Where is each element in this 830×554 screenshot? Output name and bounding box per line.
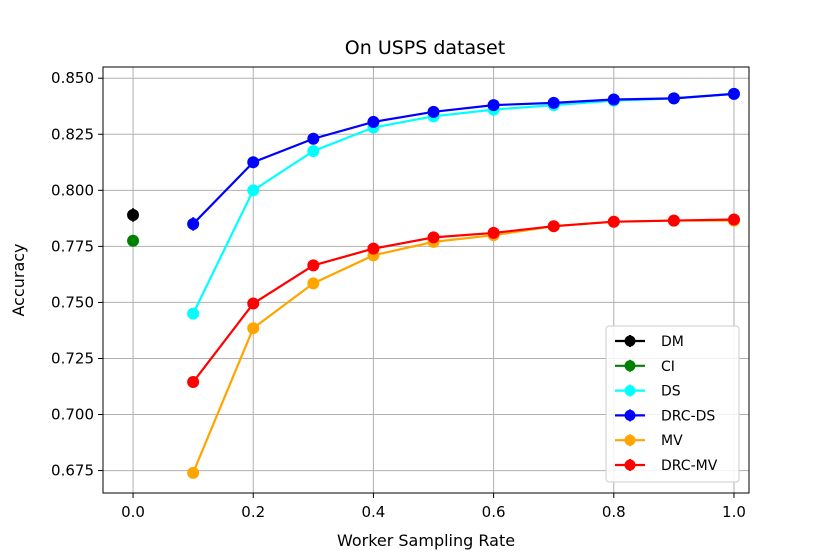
legend-marker bbox=[624, 385, 636, 397]
y-axis-label: Accuracy bbox=[9, 243, 28, 316]
y-tick-label: 0.850 bbox=[51, 69, 94, 87]
legend-label: DRC-DS bbox=[661, 408, 715, 424]
chart-title: On USPS dataset bbox=[345, 37, 505, 59]
y-tick-label: 0.675 bbox=[51, 462, 94, 480]
data-point bbox=[247, 184, 260, 197]
data-point bbox=[727, 87, 740, 100]
y-tick-label: 0.825 bbox=[51, 125, 94, 143]
x-tick-label: 0.6 bbox=[482, 503, 506, 521]
series-layer bbox=[127, 87, 740, 479]
data-point bbox=[307, 132, 320, 145]
series-drc-mv bbox=[187, 213, 740, 389]
legend-label: DM bbox=[661, 334, 684, 350]
data-point bbox=[487, 226, 500, 239]
data-point bbox=[547, 220, 560, 233]
series-line bbox=[192, 218, 734, 383]
legend-marker bbox=[624, 434, 636, 446]
data-point bbox=[247, 322, 260, 335]
y-tick-label: 0.800 bbox=[51, 181, 94, 199]
legend-entry: CI bbox=[615, 359, 675, 375]
legend-label: DS bbox=[661, 384, 681, 400]
data-point bbox=[607, 215, 620, 228]
legend-marker bbox=[624, 360, 636, 372]
legend: DM CI DS DRC-DS MV DRC-MV bbox=[605, 325, 740, 483]
plot-frame bbox=[102, 66, 750, 494]
data-point bbox=[187, 307, 200, 320]
data-point bbox=[427, 231, 440, 244]
legend-entry: DS bbox=[615, 384, 681, 400]
data-point bbox=[487, 99, 500, 112]
series-line bbox=[192, 92, 735, 225]
y-tick-label: 0.725 bbox=[51, 349, 94, 367]
data-point bbox=[307, 259, 320, 272]
data-point bbox=[187, 466, 200, 479]
data-point bbox=[667, 214, 680, 227]
legend-marker bbox=[624, 335, 636, 347]
data-point bbox=[247, 156, 260, 169]
data-point bbox=[187, 376, 200, 389]
x-tick-label: 1.0 bbox=[722, 503, 746, 521]
data-point bbox=[307, 145, 320, 158]
data-point bbox=[187, 217, 200, 230]
data-point bbox=[247, 297, 260, 310]
y-tick-label: 0.775 bbox=[51, 237, 94, 255]
data-point bbox=[547, 96, 560, 109]
x-tick-label: 0.0 bbox=[121, 503, 145, 521]
x-tick-label: 0.2 bbox=[241, 503, 265, 521]
legend-label: CI bbox=[661, 359, 675, 375]
data-point bbox=[427, 105, 440, 118]
series-dm bbox=[127, 208, 140, 222]
legend-marker bbox=[624, 459, 636, 471]
series-drc-ds bbox=[187, 87, 740, 231]
legend-entry: MV bbox=[615, 433, 683, 449]
x-tick-label: 0.8 bbox=[602, 503, 626, 521]
data-point bbox=[607, 93, 620, 106]
x-axis-label: Worker Sampling Rate bbox=[337, 531, 515, 550]
x-tick-label: 0.4 bbox=[361, 503, 385, 521]
legend-label: DRC-MV bbox=[661, 458, 718, 474]
data-point bbox=[727, 213, 740, 226]
data-point bbox=[367, 242, 380, 255]
y-tick-label: 0.700 bbox=[51, 406, 94, 424]
legend-label: MV bbox=[661, 433, 683, 449]
data-point bbox=[367, 115, 380, 128]
legend-entry: DRC-MV bbox=[615, 458, 718, 474]
series-ci bbox=[127, 234, 140, 247]
legend-entry: DM bbox=[615, 334, 684, 350]
data-point bbox=[127, 234, 140, 247]
legend-marker bbox=[624, 409, 636, 421]
legend-entry: DRC-DS bbox=[615, 408, 715, 424]
tick-layer: 0.0 0.2 0.4 0.6 0.8 1.0 0.675 0.700 0.725 0.750 0.… bbox=[51, 69, 746, 521]
y-tick-label: 0.750 bbox=[51, 293, 94, 311]
data-point bbox=[307, 277, 320, 290]
data-point bbox=[667, 92, 680, 105]
data-point bbox=[127, 208, 140, 221]
